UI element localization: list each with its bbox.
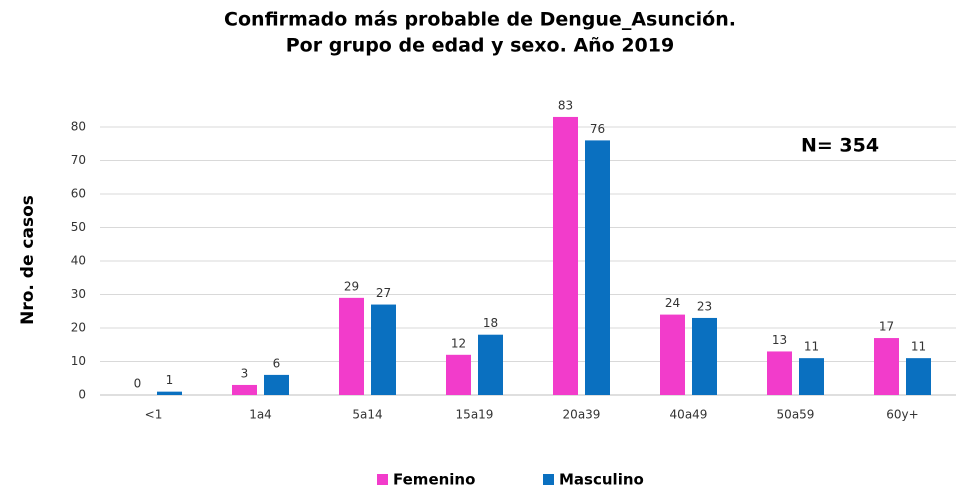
bar xyxy=(799,358,824,395)
bar xyxy=(874,338,899,395)
value-label: 24 xyxy=(665,296,680,310)
legend-label: Masculino xyxy=(559,471,644,489)
value-label: 13 xyxy=(772,333,787,347)
y-tick-label: 50 xyxy=(71,220,86,234)
bar xyxy=(767,351,792,395)
y-axis-label: Nro. de casos xyxy=(18,195,38,325)
y-tick-label: 20 xyxy=(71,321,86,335)
chart-subtitle: Por grupo de edad y sexo. Año 2019 xyxy=(286,35,674,57)
annotation: N= 354 xyxy=(801,135,879,157)
bar xyxy=(264,374,289,395)
x-tick-label: <1 xyxy=(145,408,163,422)
value-label: 83 xyxy=(558,98,573,112)
bar xyxy=(478,334,503,395)
bar xyxy=(660,314,685,395)
value-label: 3 xyxy=(241,366,249,380)
x-tick-label: 15a19 xyxy=(456,408,494,422)
y-tick-label: 0 xyxy=(78,388,86,402)
y-tick-label: 40 xyxy=(71,254,86,268)
y-tick-label: 10 xyxy=(71,354,86,368)
y-tick-label: 60 xyxy=(71,187,86,201)
x-tick-label: 20a39 xyxy=(563,408,601,422)
x-tick-label: 5a14 xyxy=(352,408,382,422)
value-label: 23 xyxy=(697,299,712,313)
value-label: 76 xyxy=(590,122,605,136)
x-tick-label: 60y+ xyxy=(886,408,918,422)
x-tick-label: 1a4 xyxy=(249,408,272,422)
chart-title: Confirmado más probable de Dengue_Asunci… xyxy=(224,9,736,31)
legend-swatch xyxy=(543,474,554,485)
legend-swatch xyxy=(377,474,388,485)
value-label: 27 xyxy=(376,286,391,300)
bar xyxy=(157,391,182,395)
bar xyxy=(339,297,364,395)
value-label: 12 xyxy=(451,336,466,350)
bar xyxy=(446,354,471,395)
bar xyxy=(371,304,396,395)
bar xyxy=(692,317,717,395)
value-label: 11 xyxy=(911,340,926,354)
value-label: 1 xyxy=(166,373,174,387)
bar xyxy=(232,384,257,395)
value-label: 0 xyxy=(134,377,142,391)
bar xyxy=(585,140,610,395)
value-label: 18 xyxy=(483,316,498,330)
y-tick-label: 30 xyxy=(71,287,86,301)
value-label: 17 xyxy=(879,320,894,334)
value-label: 11 xyxy=(804,340,819,354)
value-label: 6 xyxy=(273,356,281,370)
value-label: 29 xyxy=(344,279,359,293)
bar xyxy=(553,116,578,395)
x-tick-label: 40a49 xyxy=(670,408,708,422)
x-tick-label: 50a59 xyxy=(777,408,815,422)
bar xyxy=(906,358,931,395)
y-tick-label: 80 xyxy=(71,120,86,134)
legend-label: Femenino xyxy=(393,471,475,489)
y-tick-label: 70 xyxy=(71,153,86,167)
